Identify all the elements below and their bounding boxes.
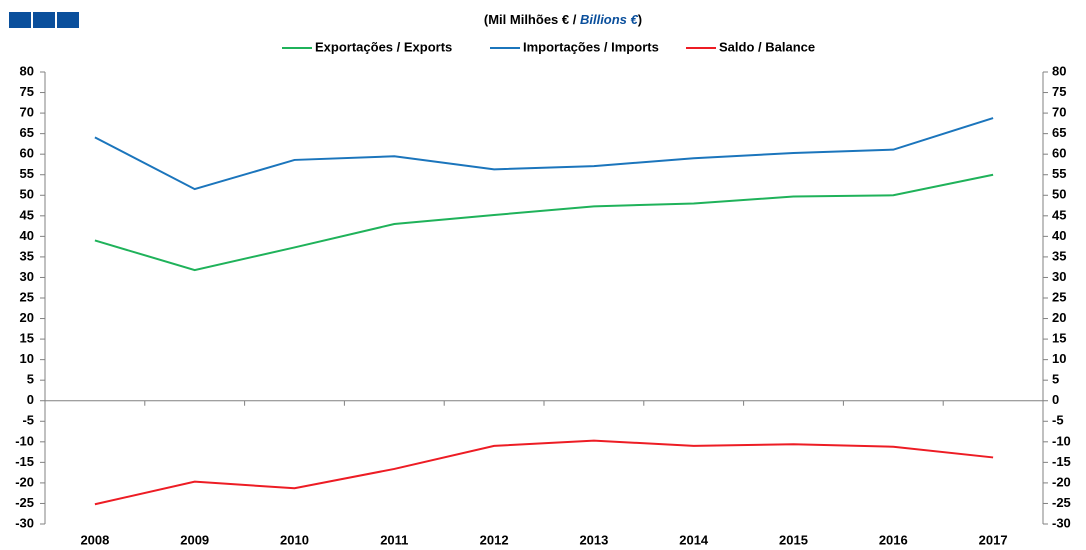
y2-tick-label: -30	[1052, 515, 1071, 530]
y-tick-label: 50	[20, 187, 34, 202]
y-tick-label: 35	[20, 248, 34, 263]
logo	[9, 12, 79, 28]
y2-tick-label: 50	[1052, 187, 1066, 202]
y-tick-label: -25	[15, 495, 34, 510]
legend-label: Importações / Imports	[523, 39, 659, 54]
x-tick-label: 2008	[80, 532, 109, 547]
y2-tick-label: 15	[1052, 331, 1066, 346]
y2-tick-label: 65	[1052, 125, 1066, 140]
y2-tick-label: 10	[1052, 351, 1066, 366]
y2-tick-label: -5	[1052, 413, 1064, 428]
logo-block	[9, 12, 31, 28]
y-tick-label: 70	[20, 105, 34, 120]
y-tick-label: 40	[20, 228, 34, 243]
x-tick-label: 2016	[879, 532, 908, 547]
x-tick-label: 2009	[180, 532, 209, 547]
y-tick-label: -15	[15, 454, 34, 469]
y-tick-label: 45	[20, 207, 34, 222]
title-close: )	[638, 12, 642, 27]
y2-tick-label: 20	[1052, 310, 1066, 325]
y2-tick-label: 30	[1052, 269, 1066, 284]
y-tick-label: -5	[22, 413, 34, 428]
x-tick-label: 2013	[579, 532, 608, 547]
y2-tick-label: -25	[1052, 495, 1071, 510]
logo-block	[33, 12, 55, 28]
y-tick-label: 10	[20, 351, 34, 366]
y-tick-label: 20	[20, 310, 34, 325]
y2-tick-label: 45	[1052, 207, 1066, 222]
y2-tick-label: 80	[1052, 63, 1066, 78]
x-tick-label: 2010	[280, 532, 309, 547]
chart-title: (Mil Milhões € / Billions €)	[484, 12, 642, 27]
y2-tick-label: 55	[1052, 166, 1066, 181]
y2-tick-label: 35	[1052, 248, 1066, 263]
y-tick-label: -20	[15, 474, 34, 489]
y2-tick-label: 60	[1052, 146, 1066, 161]
y-tick-label: 65	[20, 125, 34, 140]
y-tick-label: 55	[20, 166, 34, 181]
series-line	[94, 439, 994, 506]
title-emphasis: Billions €	[580, 12, 639, 27]
y2-tick-label: 75	[1052, 84, 1066, 99]
y-tick-label: 60	[20, 146, 34, 161]
x-tick-label: 2011	[380, 532, 408, 547]
y2-tick-label: -10	[1052, 433, 1071, 448]
y2-tick-label: 70	[1052, 105, 1066, 120]
y2-tick-label: -15	[1052, 454, 1071, 469]
legend-label: Exportações / Exports	[315, 39, 452, 54]
x-tick-label: 2015	[779, 532, 808, 547]
y-tick-label: -10	[15, 433, 34, 448]
x-tick-label: 2014	[679, 532, 709, 547]
y2-tick-label: 0	[1052, 392, 1059, 407]
y-tick-label: 25	[20, 289, 34, 304]
x-tick-label: 2012	[480, 532, 509, 547]
y-tick-label: 30	[20, 269, 34, 284]
y-tick-label: 80	[20, 63, 34, 78]
x-tick-label: 2017	[979, 532, 1008, 547]
y-tick-label: -30	[15, 515, 34, 530]
y-tick-label: 5	[27, 372, 34, 387]
title-text: (Mil Milhões € /	[484, 12, 580, 27]
y2-tick-label: 40	[1052, 228, 1066, 243]
y-tick-label: 0	[27, 392, 34, 407]
series-line	[94, 117, 994, 191]
y2-tick-label: -20	[1052, 474, 1071, 489]
y-tick-label: 15	[20, 331, 34, 346]
y2-tick-label: 25	[1052, 289, 1066, 304]
legend-label: Saldo / Balance	[719, 39, 815, 54]
logo-block	[57, 12, 79, 28]
series-line	[94, 173, 994, 272]
y-tick-label: 75	[20, 84, 34, 99]
y2-tick-label: 5	[1052, 372, 1059, 387]
